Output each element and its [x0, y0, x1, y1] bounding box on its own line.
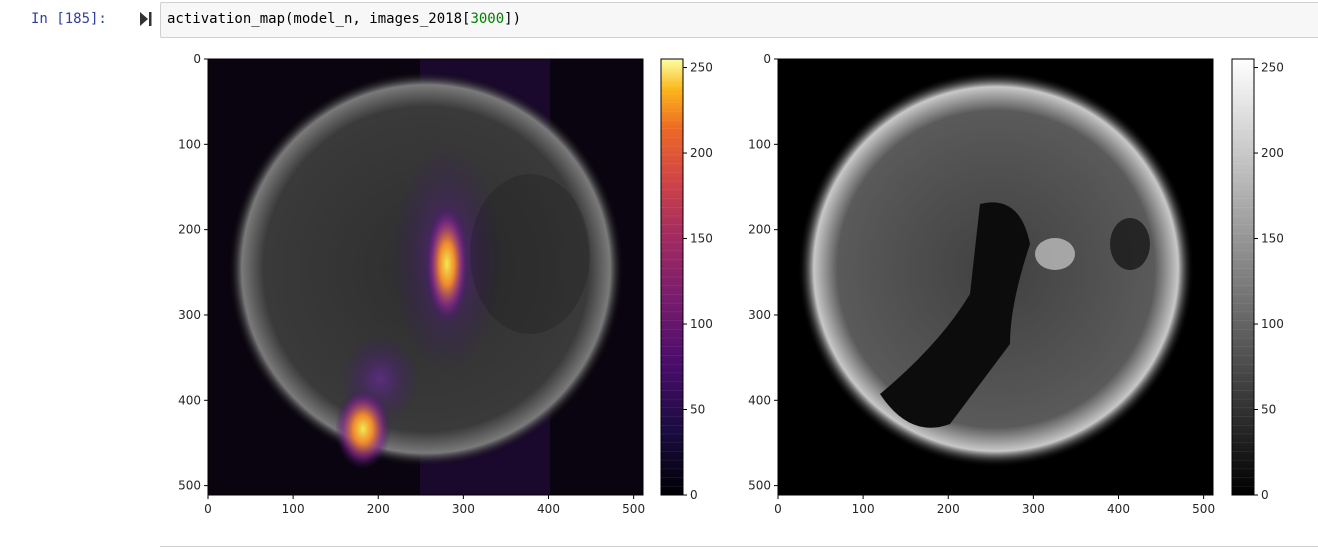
activation-colorbar-ticks: 250 200 150 100 50 0 [661, 61, 713, 502]
y-tick-label: 500 [748, 479, 771, 493]
colorbar-tick-label: 200 [1261, 146, 1284, 160]
activation-hotspot [425, 204, 469, 324]
y-tick-label: 300 [748, 308, 771, 322]
colorbar-tick-label: 200 [690, 146, 713, 160]
colorbar-tick-label: 150 [1261, 232, 1284, 246]
colorbar-tick-label: 150 [690, 232, 713, 246]
colorbar-tick-label: 250 [1261, 61, 1284, 75]
activation-colorbar [660, 58, 684, 496]
coronal-hole [880, 202, 1030, 428]
y-tick-label: 200 [178, 223, 201, 237]
x-tick-label: 0 [204, 502, 212, 516]
code-line: activation_map(model_n, images_2018[3000… [167, 11, 521, 27]
next-cell-border [160, 546, 1318, 557]
x-tick-label: 200 [367, 502, 390, 516]
run-cell-icon[interactable] [140, 12, 152, 26]
colorbar-tick-label: 0 [1261, 488, 1269, 502]
colorbar-tick-label: 100 [1261, 317, 1284, 331]
colorbar-tick-label: 0 [690, 488, 698, 502]
y-tick-label: 500 [178, 479, 201, 493]
y-tick-label: 100 [178, 137, 201, 151]
code-end: ]) [504, 11, 522, 27]
y-tick-label: 0 [193, 52, 201, 66]
x-tick-label: 100 [282, 502, 305, 516]
x-tick-label: 100 [852, 502, 875, 516]
colorbar-tick-label: 250 [690, 61, 713, 75]
activation-hotspot [335, 389, 391, 469]
y-tick-label: 400 [748, 393, 771, 407]
grayscale-colorbar-ticks: 250 200 150 100 50 0 [1232, 61, 1284, 502]
x-tick-label: 500 [1192, 502, 1215, 516]
cell-prompt: In [185]: [31, 11, 107, 27]
x-tick-label: 400 [1107, 502, 1130, 516]
colorbar-tick-label: 100 [690, 317, 713, 331]
colorbar-tick-label: 50 [1261, 403, 1276, 417]
x-tick-label: 300 [452, 502, 475, 516]
y-tick-label: 200 [748, 223, 771, 237]
y-tick-label: 0 [763, 52, 771, 66]
x-tick-label: 500 [622, 502, 645, 516]
y-tick-label: 100 [748, 137, 771, 151]
x-tick-label: 400 [537, 502, 560, 516]
grayscale-colorbar [1231, 58, 1255, 496]
active-region [1035, 238, 1075, 270]
x-tick-label: 200 [937, 502, 960, 516]
x-tick-label: 300 [1022, 502, 1045, 516]
x-tick-label: 0 [774, 502, 782, 516]
code-fn: activation_map(model_n, images_2018[ [167, 11, 471, 27]
code-number: 3000 [470, 11, 505, 27]
y-tick-label: 400 [178, 393, 201, 407]
code-cell-input[interactable]: activation_map(model_n, images_2018[3000… [160, 2, 1318, 38]
colorbar-tick-label: 50 [690, 403, 705, 417]
y-tick-label: 300 [178, 308, 201, 322]
